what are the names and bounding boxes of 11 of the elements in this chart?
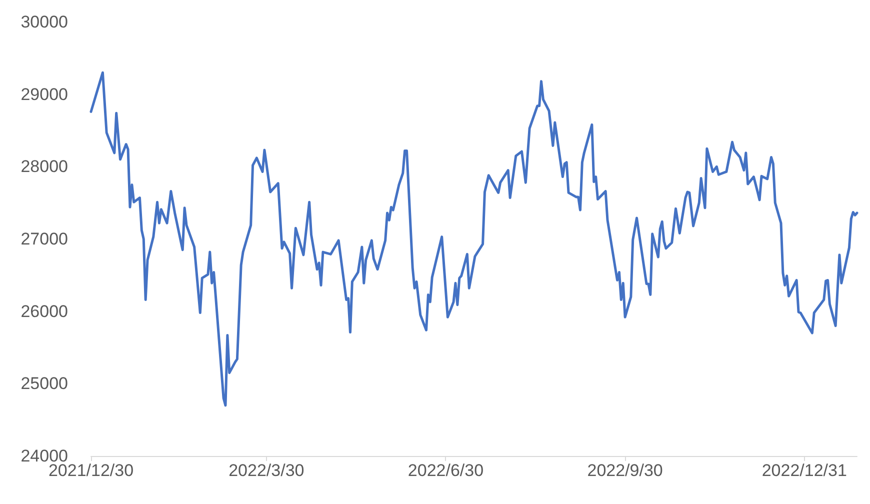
- y-tick-label: 26000: [20, 302, 68, 321]
- line-series: [90, 71, 858, 407]
- x-tick-label: 2022/12/31: [762, 461, 847, 480]
- x-tick-label: 2022/6/30: [408, 461, 484, 480]
- y-tick-label: 28000: [20, 157, 68, 176]
- x-tick-label: 2022/3/30: [228, 461, 304, 480]
- y-tick-label: 25000: [20, 374, 68, 394]
- y-tick-label: 30000: [20, 12, 68, 32]
- x-tick-label: 2022/9/30: [587, 461, 663, 480]
- y-tick-label: 29000: [20, 84, 68, 104]
- y-tick-label: 27000: [20, 230, 68, 248]
